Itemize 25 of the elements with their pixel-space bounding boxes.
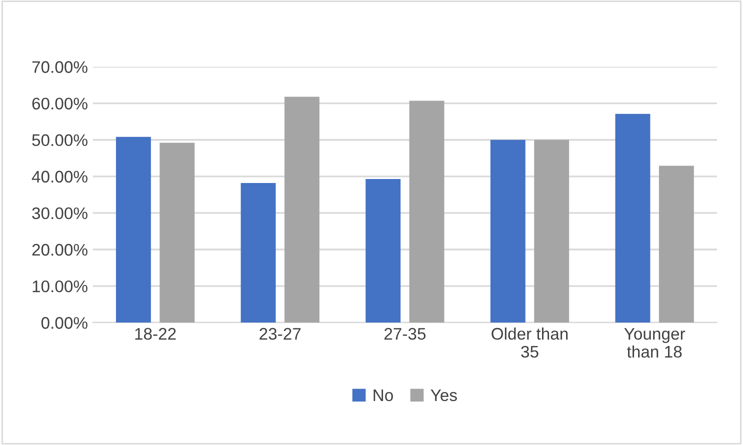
bar: [615, 114, 650, 323]
x-tick-label: 23-27: [260, 328, 301, 340]
bar: [366, 178, 401, 323]
bar: [490, 140, 526, 323]
y-tick-label: 20.00%: [32, 244, 88, 256]
x-tick-label: 27-35: [384, 328, 426, 340]
legend-label: No: [374, 390, 393, 402]
bar: [409, 100, 444, 323]
x-tick-label: 18-22: [135, 328, 176, 340]
x-tick-label: Older than 35: [492, 327, 568, 358]
bar: [284, 96, 320, 323]
y-tick-label: 40.00%: [32, 170, 88, 183]
y-tick-label: 60.00%: [32, 98, 88, 110]
bar: [658, 166, 694, 323]
legend-label: Yes: [430, 390, 457, 402]
y-tick-label: 0.00%: [41, 317, 88, 329]
bar: [116, 136, 151, 323]
bar: [160, 142, 195, 323]
y-tick-label: 10.00%: [32, 280, 88, 292]
bar: [240, 182, 276, 323]
x-tick-label: Younger than 18: [624, 328, 686, 358]
y-tick-label: 70.00%: [32, 61, 88, 73]
bar: [534, 140, 570, 323]
y-tick-label: 50.00%: [32, 134, 88, 146]
y-tick-label: 30.00%: [32, 207, 88, 220]
